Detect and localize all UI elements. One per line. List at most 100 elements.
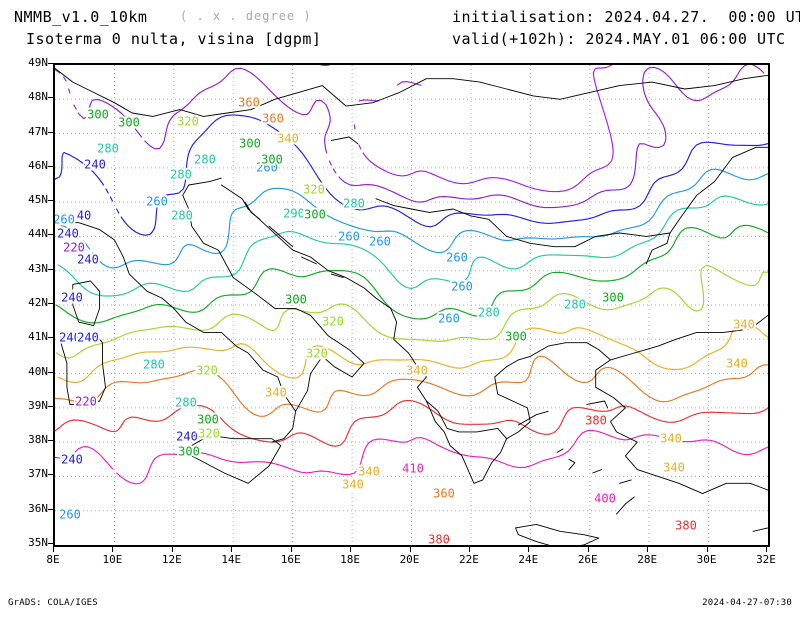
lat-tick-label: 36N [28, 501, 48, 515]
contour-label: 340 [733, 318, 755, 332]
contour-200 [365, 156, 371, 162]
lat-tick-label: 42N [28, 296, 48, 309]
contour-220 [68, 88, 71, 94]
contour-label: 340 [342, 478, 364, 492]
svg-text:240: 240 [77, 253, 99, 267]
chart-footer: GrADS: COLA/IGES 2024-04-27-07:30 [0, 590, 800, 618]
lat-tick [48, 234, 53, 236]
contour-label: 410 [402, 462, 424, 476]
lat-tick-label: 37N [28, 467, 48, 481]
contour-220 [148, 67, 331, 150]
contour-label: 280 [143, 358, 165, 372]
contour-200 [522, 184, 537, 190]
lon-tick [468, 547, 470, 552]
contour-220 [402, 196, 415, 202]
contour-280 [91, 195, 768, 297]
contour-label: 260 [59, 508, 81, 522]
svg-text:320: 320 [198, 427, 220, 441]
contour-label: 360 [238, 96, 260, 110]
lon-tick-label: 24E [518, 553, 539, 566]
lon-tick-label: 18E [340, 553, 361, 566]
contour-340 [66, 319, 768, 384]
svg-text:260: 260 [446, 251, 468, 265]
contour-220 [412, 194, 533, 206]
contour-label: 240 [84, 158, 106, 172]
svg-text:240: 240 [77, 331, 99, 345]
contour-label: 320 [198, 427, 220, 441]
svg-text:280: 280 [194, 153, 216, 167]
contour-200 [380, 168, 391, 174]
contour-label: 340 [406, 364, 428, 378]
lon-tick-label: 30E [696, 553, 717, 566]
svg-text:400: 400 [594, 492, 616, 506]
contour-300 [82, 224, 768, 324]
contour-label: 300 [197, 413, 219, 427]
contour-label: 300 [239, 137, 261, 151]
contour-220 [759, 68, 765, 74]
contour-200 [448, 177, 524, 186]
contour-240 [116, 208, 120, 214]
svg-text:320: 320 [322, 315, 344, 329]
contour-label: 340 [726, 357, 748, 371]
contour-240 [126, 224, 133, 230]
lat-tick-label: 49N [28, 56, 48, 69]
contour-400 [120, 476, 128, 482]
contour-200 [320, 65, 330, 67]
lat-tick [48, 97, 53, 99]
contour-label: 260 [146, 195, 168, 209]
contour-220 [332, 168, 337, 174]
contour-label: 360 [433, 487, 455, 501]
lon-tick-label: 26E [577, 553, 598, 566]
contour-240 [123, 220, 128, 226]
lat-tick [48, 268, 53, 270]
contour-label: 260 [446, 251, 468, 265]
svg-text:410: 410 [402, 462, 424, 476]
contour-400 [55, 446, 107, 462]
contour-label: 40 [77, 209, 91, 223]
contour-label: 340 [660, 432, 682, 446]
lon-tick-label: 20E [399, 553, 420, 566]
contour-240 [120, 216, 125, 222]
contour-label: 340 [358, 465, 380, 479]
contour-300 [67, 312, 75, 318]
contour-label: 280 [170, 168, 192, 182]
lat-tick [48, 63, 53, 64]
svg-text:320: 320 [303, 183, 325, 197]
contour-label: 260 [438, 312, 460, 326]
lon-tick-label: 10E [102, 553, 123, 566]
lon-tick [350, 547, 352, 552]
contour-240 [130, 228, 139, 234]
svg-text:320: 320 [177, 115, 199, 129]
contour-380 [237, 432, 248, 438]
contour-label: 280 [175, 396, 197, 410]
svg-text:260: 260 [256, 161, 278, 175]
svg-text:280: 280 [171, 209, 193, 223]
contour-200 [534, 65, 614, 193]
contour-label: 380 [585, 414, 607, 428]
contour-label: 360 [262, 112, 284, 126]
lon-tick-label: 8E [46, 553, 60, 566]
contour-340 [57, 376, 68, 382]
lat-tick [48, 131, 53, 133]
svg-text:380: 380 [428, 533, 450, 546]
svg-text:340: 340 [726, 357, 748, 371]
svg-text:340: 340 [660, 432, 682, 446]
lat-tick [48, 474, 53, 476]
resolution-note: ( . x . degree ) [180, 9, 312, 23]
svg-text:300: 300 [505, 330, 527, 344]
lon-tick [587, 547, 589, 552]
svg-text:360: 360 [433, 487, 455, 501]
contour-360 [246, 408, 253, 414]
contour-260 [103, 168, 768, 269]
contour-200 [369, 160, 376, 166]
contour-220 [531, 65, 748, 209]
lat-tick-label: 44N [28, 227, 48, 241]
contour-200 [362, 152, 367, 158]
svg-text:240: 240 [59, 331, 81, 345]
svg-text:240: 240 [57, 227, 79, 241]
contour-200 [358, 144, 362, 150]
svg-text:360: 360 [238, 96, 260, 110]
contour-label: 220 [75, 395, 97, 409]
